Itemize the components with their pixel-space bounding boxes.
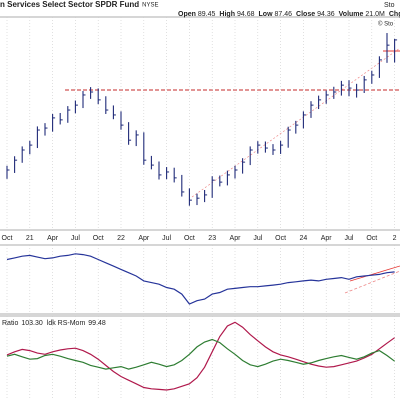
x-tick-label: Jul	[71, 235, 80, 242]
x-tick-label: Jul	[253, 235, 262, 242]
legend-entry: Ratio	[2, 320, 18, 327]
legend-entry: ldk RS-Mom	[47, 320, 86, 327]
ratio-panel	[0, 244, 400, 315]
x-tick-label: 21	[26, 235, 34, 242]
brand: Sto	[384, 2, 395, 9]
x-tick-label: 24	[300, 235, 308, 242]
watermark: © Sto	[378, 21, 394, 28]
x-tick-label: 2	[393, 235, 397, 242]
legend-value: 103.30	[21, 320, 43, 327]
chart-title: n Services Select Sector SPDR Fund	[0, 0, 139, 9]
quote-value: 94.36	[317, 11, 335, 18]
rs-panel	[0, 315, 400, 400]
quote-label: Volume	[339, 11, 364, 18]
quote-label: Close	[296, 11, 315, 18]
quote-label: Low	[259, 11, 274, 18]
x-tick-label: Jul	[162, 235, 171, 242]
quote-label: Chg	[389, 11, 400, 18]
series-line	[6, 321, 395, 391]
series-line	[6, 338, 395, 370]
quote-value: 21.0M	[365, 11, 385, 18]
x-tick-label: Apr	[230, 235, 242, 242]
x-tick-label: Oct	[366, 235, 377, 242]
x-tick-label: 23	[208, 235, 216, 242]
x-tick-label: Apr	[321, 235, 333, 242]
exchange: NYSE	[142, 3, 158, 9]
price-panel	[0, 16, 400, 231]
series-line	[6, 253, 395, 305]
x-tick-label: 22	[117, 235, 125, 242]
trend-line	[191, 47, 400, 198]
x-tick-label: Oct	[184, 235, 195, 242]
trend-line	[349, 265, 400, 282]
x-tick-label: Oct	[275, 235, 286, 242]
quote-value: 94.68	[237, 11, 255, 18]
x-tick-label: Apr	[138, 235, 150, 242]
x-tick-label: Oct	[93, 235, 104, 242]
x-tick-label: Apr	[47, 235, 59, 242]
quote-label: Open	[178, 11, 196, 18]
x-tick-label: Jul	[345, 235, 354, 242]
quote-value: 89.45	[198, 11, 216, 18]
x-tick-label: Oct	[2, 235, 13, 242]
legend-value: 99.48	[88, 320, 106, 327]
quote-value: 87.46	[275, 11, 293, 18]
quote-label: High	[219, 11, 235, 18]
